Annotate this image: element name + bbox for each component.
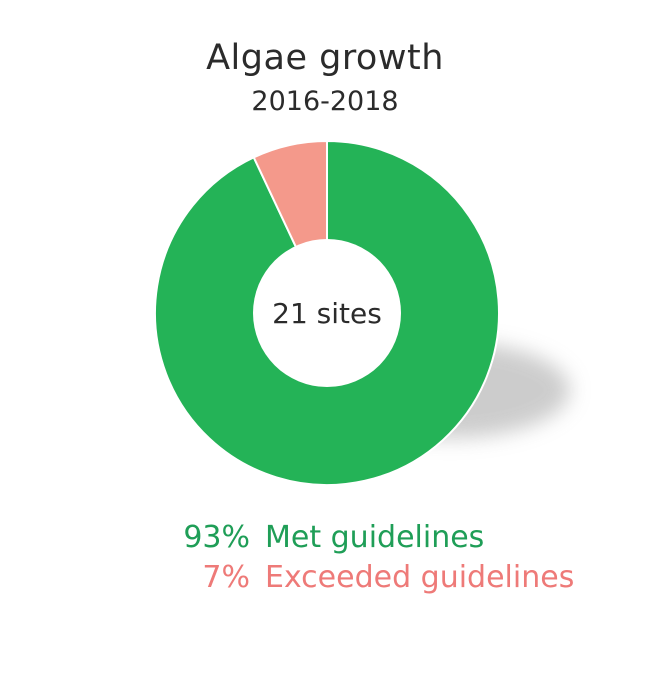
slice-met-guidelines (154, 139, 500, 486)
chart-title: Algae growth (206, 38, 444, 78)
legend-label: Exceeded guidelines (265, 560, 575, 595)
legend-value: 93% (183, 520, 250, 555)
chart-subtitle: 2016-2018 (251, 86, 399, 117)
legend: 93% Met guidelines 7% Exceeded guideline… (0, 518, 650, 598)
center-label: 21 sites (272, 297, 382, 330)
legend-value: 7% (202, 560, 250, 595)
legend-item-exceeded: 7% Exceeded guidelines (0, 558, 650, 598)
donut-hole (253, 239, 401, 387)
legend-item-met: 93% Met guidelines (0, 518, 650, 558)
legend-label: Met guidelines (265, 520, 485, 555)
